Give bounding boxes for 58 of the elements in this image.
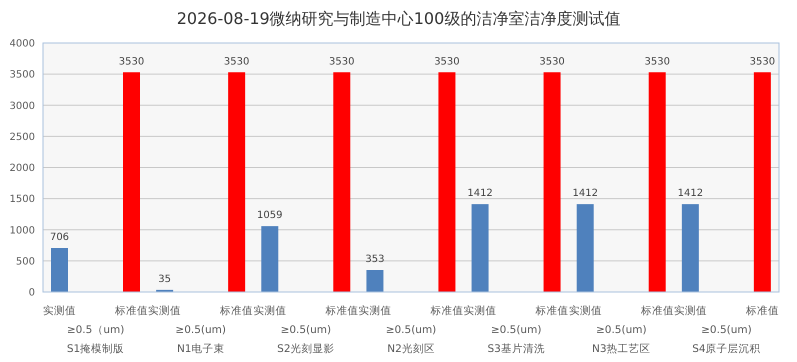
data-label: 3530 <box>644 56 670 68</box>
data-label: 1412 <box>467 188 493 200</box>
bar <box>228 72 246 292</box>
text: 标准值 <box>325 305 358 317</box>
bar <box>438 72 456 292</box>
x-tick-label: ≥0.5(um) N1电子束 <box>175 324 226 355</box>
data-label: 3530 <box>118 56 144 68</box>
data-label: 3530 <box>224 56 250 68</box>
x-tick-label: ≥0.5（um) S1掩模制版 <box>66 324 124 355</box>
bar <box>682 204 699 292</box>
bar <box>754 72 771 292</box>
data-label: 353 <box>365 254 384 266</box>
x-tick-label: ≥0.5(um) N3热工艺区 <box>592 324 651 355</box>
text: 实测值 <box>674 305 707 317</box>
data-label: 3530 <box>434 56 460 68</box>
data-label: 1412 <box>572 188 598 200</box>
bar <box>261 226 278 292</box>
bar <box>333 72 350 292</box>
text: 标准值 <box>115 305 148 317</box>
data-label: 3530 <box>539 56 565 68</box>
y-tick-label: 2500 <box>10 132 35 143</box>
y-tick-label: 1500 <box>10 194 35 206</box>
y-tick-label: 500 <box>16 256 35 268</box>
data-label: 3530 <box>329 56 355 68</box>
text: 实测值 <box>148 305 182 317</box>
bar <box>544 72 561 292</box>
x-tick-label: ≥0.5(um) N2光刻区 <box>386 324 436 355</box>
text: 实测值 <box>253 305 286 317</box>
text: 标准值 <box>430 305 464 317</box>
text: 标准值 <box>640 305 674 317</box>
y-tick-label: 3500 <box>10 70 35 81</box>
y-tick-label: 0 <box>28 288 35 299</box>
x-tick-label: ≥0.5(um) S3基片清洗 <box>487 324 545 355</box>
data-label: 706 <box>50 232 70 244</box>
text: 实测值 <box>568 305 602 317</box>
chart-title: 2026-08-19微纳研究与制造中心100级的洁净室洁净度测试值 <box>176 8 622 30</box>
data-label: 1059 <box>257 210 283 222</box>
text: 实测值 <box>358 305 392 317</box>
text: 标准值 <box>220 305 254 317</box>
x-tick-label: ≥0.5(um) S4原子层沉积 <box>692 324 761 355</box>
series-label: 实测值 <box>464 304 497 317</box>
bar <box>366 270 384 292</box>
bar <box>576 204 594 292</box>
y-tick-label: 4000 <box>10 38 35 50</box>
series-label: 标准值 <box>534 304 569 317</box>
bar <box>51 248 68 292</box>
data-label: 1412 <box>678 188 704 200</box>
data-label: 35 <box>158 274 172 285</box>
y-tick-label: 2000 <box>10 163 35 174</box>
text: 实测值 <box>43 305 76 317</box>
bar <box>472 204 489 292</box>
bar <box>123 72 140 292</box>
y-tick-label: 3000 <box>10 100 35 112</box>
y-tick-label: 1000 <box>10 225 35 236</box>
text: 标准值 <box>746 305 779 317</box>
x-tick-label: ≥0.5(um) S2光刻显影 <box>277 324 335 355</box>
data-label: 3530 <box>750 56 776 68</box>
bar <box>648 72 666 292</box>
